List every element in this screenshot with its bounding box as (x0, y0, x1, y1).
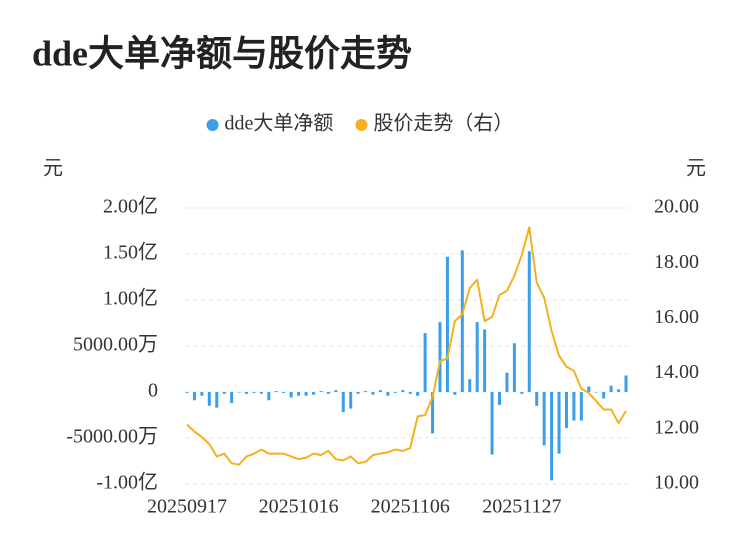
bar (259, 392, 263, 394)
bar (587, 386, 591, 392)
bar (609, 385, 613, 392)
bar (356, 392, 360, 394)
bar (222, 392, 226, 394)
y2-tick-label: 18.00 (654, 251, 699, 273)
bar (624, 375, 628, 392)
bar (460, 250, 464, 392)
bar (364, 391, 368, 392)
y2-tick-label: 14.00 (654, 361, 699, 383)
bar (207, 392, 211, 406)
bar (289, 392, 293, 398)
bar (527, 251, 531, 392)
bar (550, 392, 554, 481)
bar (371, 392, 375, 395)
chart-title: dde大单净额与股价走势 (32, 33, 412, 73)
legend-label: 股价走势（右） (373, 112, 513, 135)
bar (349, 392, 353, 409)
legend-marker (355, 119, 368, 131)
y2-axis-unit: 元 (686, 158, 706, 180)
y-tick-label: 1.00亿 (103, 287, 158, 310)
y-tick-label: 2.00亿 (103, 195, 158, 218)
y-tick-label: 5000.00万 (73, 334, 158, 356)
bar (594, 392, 598, 393)
bar (319, 391, 323, 392)
x-tick-label: 20250917 (147, 496, 227, 518)
y-tick-label: -1.00亿 (96, 471, 158, 494)
bar (416, 392, 420, 396)
legend-item[interactable]: 股价走势（右） (355, 112, 513, 135)
bar (185, 392, 189, 393)
bar (237, 392, 241, 393)
bar (304, 392, 308, 396)
bar (423, 333, 427, 392)
price-line (186, 226, 627, 466)
bar (535, 392, 539, 406)
bar (252, 392, 256, 393)
bar (326, 392, 330, 394)
bar (542, 392, 546, 446)
bar (438, 322, 442, 392)
bar (490, 392, 494, 455)
bar (445, 256, 449, 392)
x-tick-label: 20251016 (259, 496, 339, 518)
bar (483, 329, 487, 392)
bar (393, 392, 397, 393)
bar (230, 392, 234, 404)
bar (557, 392, 561, 454)
bar (512, 343, 516, 392)
bar (245, 392, 249, 394)
bar (274, 391, 278, 392)
y-tick-label: 0 (148, 380, 158, 402)
y2-tick-label: 10.00 (654, 472, 699, 494)
y-axis-unit: 元 (43, 158, 63, 180)
bar (602, 392, 606, 399)
legend-label: dde大单净额 (225, 112, 334, 135)
bar (498, 392, 502, 405)
bar (282, 392, 286, 393)
x-tick-label: 20251106 (371, 496, 450, 518)
bar (386, 392, 390, 396)
bar (341, 392, 345, 413)
legend-item[interactable]: dde大单净额 (206, 112, 334, 135)
bar (200, 392, 204, 396)
bar (311, 392, 315, 395)
bar (408, 392, 412, 394)
y2-tick-label: 20.00 (654, 196, 699, 218)
bar (215, 392, 219, 408)
y2-tick-label: 16.00 (654, 306, 699, 328)
bar (617, 389, 621, 392)
bar (505, 372, 509, 392)
bar (468, 379, 472, 392)
bar (401, 390, 405, 392)
bar (475, 322, 479, 392)
bar (572, 392, 576, 421)
y-tick-label: -5000.00万 (66, 426, 158, 448)
bar (334, 390, 338, 392)
y2-tick-label: 12.00 (654, 416, 699, 438)
bar (579, 392, 583, 421)
bar (431, 392, 435, 434)
y-tick-label: 1.50亿 (103, 241, 158, 264)
bar (267, 392, 271, 401)
bar (564, 392, 568, 428)
bar (297, 392, 301, 396)
bar (520, 392, 524, 394)
bar (378, 390, 382, 392)
bar (192, 392, 196, 401)
x-tick-label: 20251127 (482, 496, 561, 518)
legend-marker (206, 119, 219, 131)
bar (453, 392, 457, 395)
